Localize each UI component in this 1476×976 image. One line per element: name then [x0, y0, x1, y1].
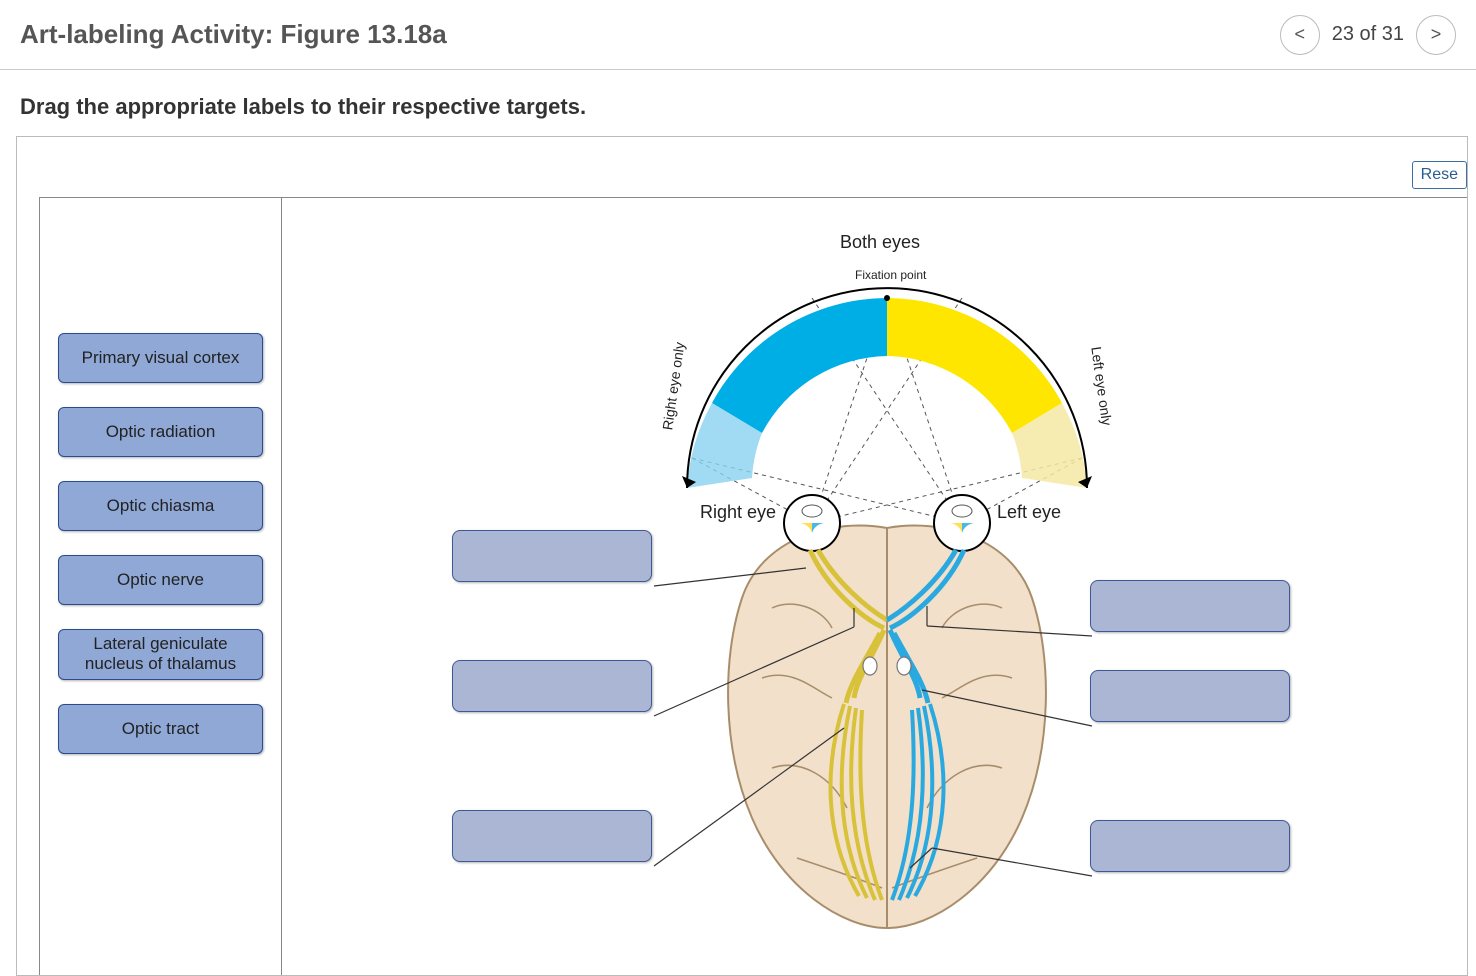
label-right-eye: Right eye — [700, 502, 776, 523]
label-chip-optic-chiasma[interactable]: Optic chiasma — [58, 481, 263, 531]
label-fixation-point: Fixation point — [855, 268, 926, 282]
label-chip-optic-tract[interactable]: Optic tract — [58, 704, 263, 754]
page-navigation: < 23 of 31 > — [1280, 15, 1456, 55]
diagram-area: Both eyes Fixation point Right eye only … — [282, 198, 1467, 975]
chevron-right-icon: > — [1431, 24, 1442, 45]
activity-panel: Rese Primary visual cortex Optic radiati… — [16, 136, 1468, 976]
brain-diagram-svg — [632, 228, 1142, 948]
activity-title: Art-labeling Activity: Figure 13.18a — [20, 19, 447, 50]
drop-target-left-2[interactable] — [452, 660, 652, 712]
label-chip-optic-radiation[interactable]: Optic radiation — [58, 407, 263, 457]
label-chip-optic-nerve[interactable]: Optic nerve — [58, 555, 263, 605]
label-bank: Primary visual cortex Optic radiation Op… — [40, 198, 282, 975]
drop-target-right-1[interactable] — [1090, 580, 1290, 632]
reset-button[interactable]: Rese — [1412, 161, 1467, 189]
label-chip-primary-visual-cortex[interactable]: Primary visual cortex — [58, 333, 263, 383]
drop-target-left-3[interactable] — [452, 810, 652, 862]
page-counter: 23 of 31 — [1332, 23, 1404, 46]
chevron-left-icon: < — [1294, 24, 1305, 45]
label-chip-lateral-geniculate[interactable]: Lateral geniculate nucleus of thalamus — [58, 629, 263, 680]
label-both-eyes: Both eyes — [840, 232, 920, 253]
prev-button[interactable]: < — [1280, 15, 1320, 55]
page-header: Art-labeling Activity: Figure 13.18a < 2… — [0, 0, 1476, 70]
drop-target-right-3[interactable] — [1090, 820, 1290, 872]
drop-target-right-2[interactable] — [1090, 670, 1290, 722]
inner-panel: Primary visual cortex Optic radiation Op… — [39, 197, 1467, 975]
next-button[interactable]: > — [1416, 15, 1456, 55]
drop-target-left-1[interactable] — [452, 530, 652, 582]
label-left-eye: Left eye — [997, 502, 1061, 523]
instructions-text: Drag the appropriate labels to their res… — [0, 70, 1476, 136]
